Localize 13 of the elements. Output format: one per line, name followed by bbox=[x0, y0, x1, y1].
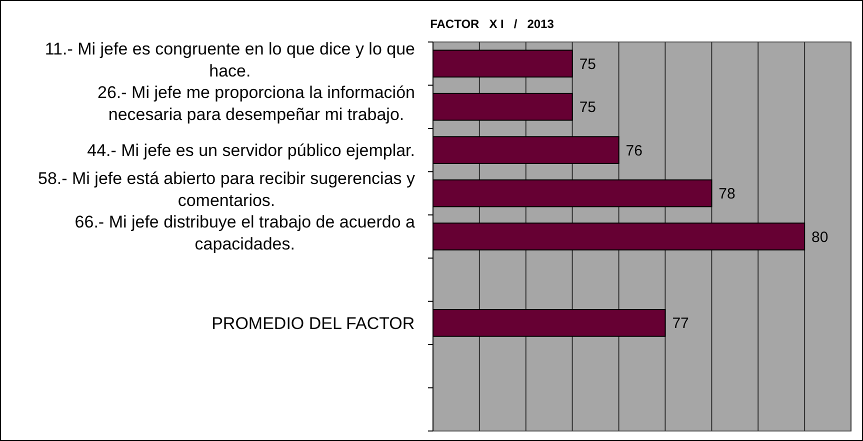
y-tick-label: PROMEDIO DEL FACTOR bbox=[212, 314, 415, 333]
chart-title: FACTOR X I / 2013 bbox=[430, 17, 554, 31]
y-tick-label: 66.- Mi jefe distribuye el trabajo de acuerdo a capacidades. bbox=[74, 212, 416, 254]
data-label: 76 bbox=[626, 142, 642, 160]
data-label: 75 bbox=[579, 56, 596, 73]
y-tick-label: 11.- Mi jefe es congruente en lo que dice y lo que hace. bbox=[44, 40, 415, 81]
data-label: 78 bbox=[718, 186, 736, 203]
data-label: 75 bbox=[579, 99, 596, 116]
y-tick-label: 26.- Mi jefe me proporciona la información necesaria para desempeñar mi trabajo. bbox=[98, 82, 415, 124]
y-tick-label: 44.- Mi jefe es un servidor público ejemplar. bbox=[87, 141, 416, 160]
data-label: 77 bbox=[672, 315, 689, 332]
data-label: 80 bbox=[812, 228, 828, 246]
y-tick-label: 58.- Mi jefe está abierto para recibir sugerencias y comentarios. bbox=[38, 169, 416, 210]
